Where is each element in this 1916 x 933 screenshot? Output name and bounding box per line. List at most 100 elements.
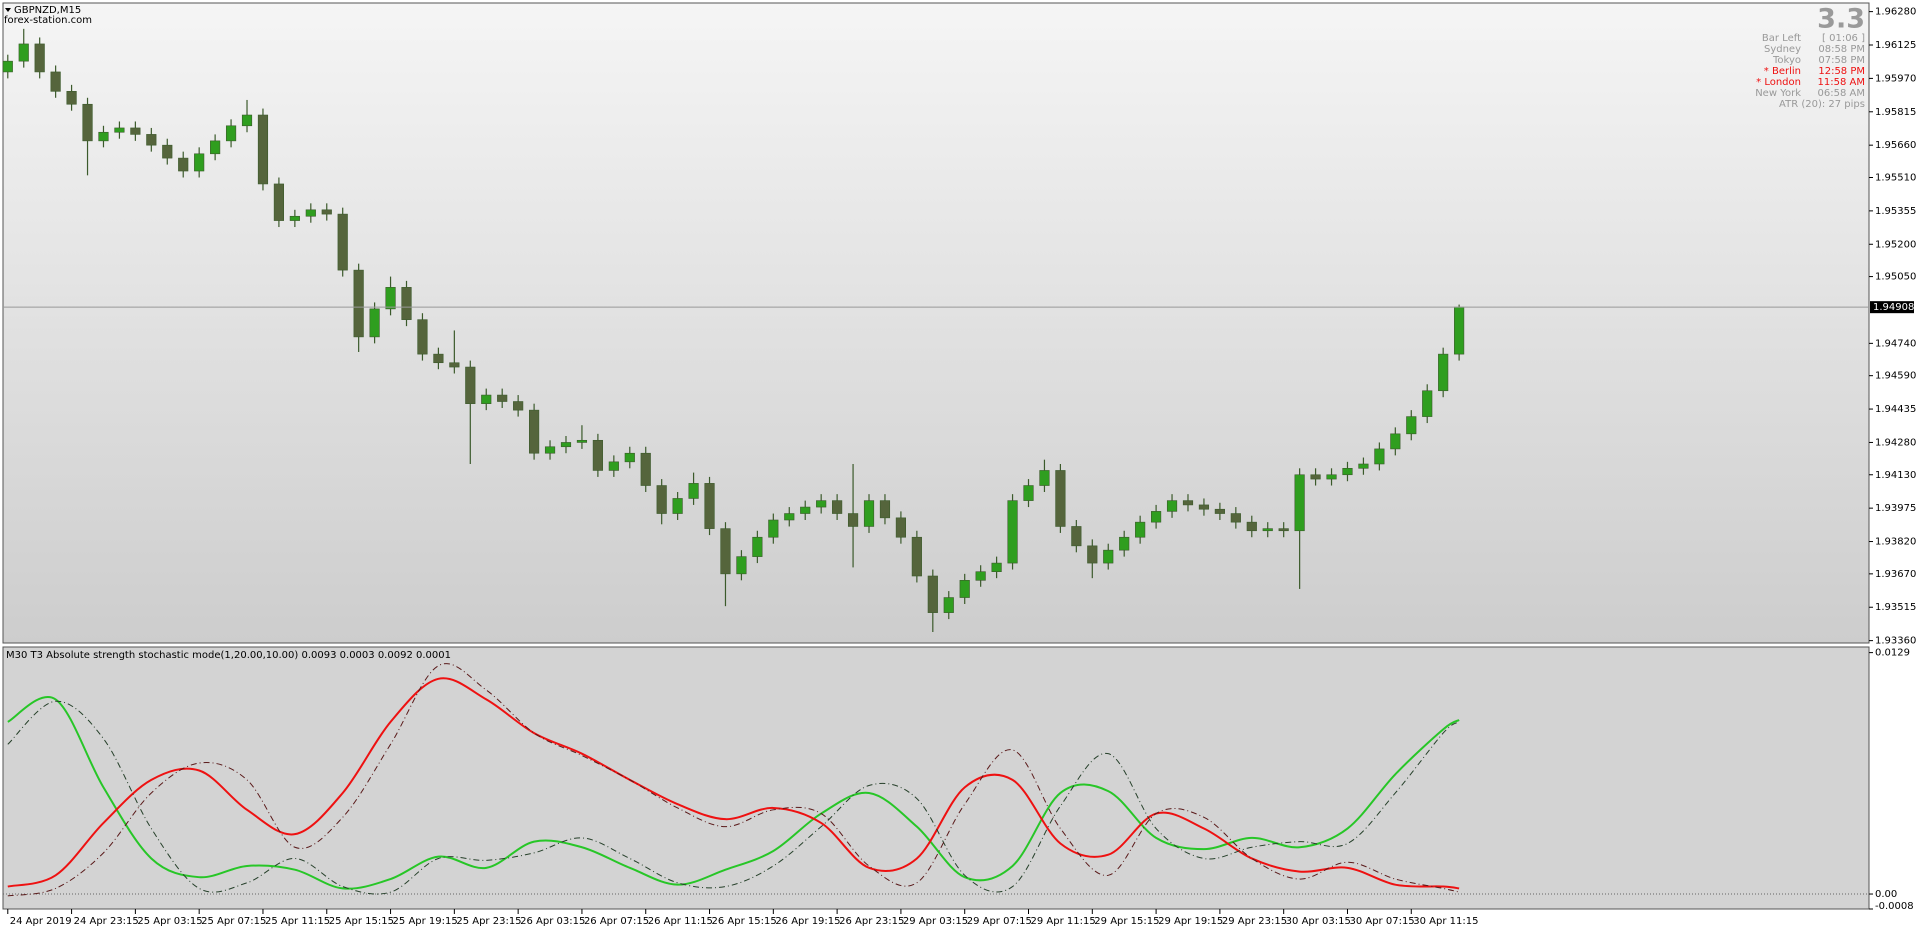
candle-body [847,513,859,527]
y-tick-label: 1.95970 [1875,73,1916,84]
candle-body [768,519,779,538]
info-label: Sydney [1764,44,1801,55]
info-label: New York [1755,88,1801,99]
candle-body [353,269,364,338]
candle-body [800,506,811,514]
candle-body [146,134,157,146]
y-tick-label: 1.93670 [1875,569,1916,580]
candle-body [305,209,316,217]
candle-body [1135,521,1146,538]
candle-body [1182,500,1194,506]
candle-body [720,528,731,575]
info-value: 08:58 PM [1818,44,1865,55]
x-tick-label: 25 Apr 03:15 [137,916,202,927]
indicator-title: M30 T3 Absolute strength stochastic mode… [6,650,451,661]
candle-body [497,394,508,402]
candle-body [18,43,29,62]
info-label: Tokyo [1772,55,1801,66]
candle-body [688,483,699,499]
y-tick-label: 1.96125 [1875,40,1916,51]
candle-body [1294,474,1305,532]
x-tick-label: 29 Apr 11:15 [1031,916,1096,927]
info-label: * Berlin [1764,66,1801,77]
indicator-line [7,677,1460,890]
y-tick-label: 1.95200 [1875,239,1916,250]
candle-body [1374,448,1385,465]
candle-body [736,556,747,575]
candle-body [385,287,396,310]
candle-body [1454,306,1465,355]
candle-body [162,144,173,159]
y-tick-label: 1.95660 [1875,140,1916,151]
candle-body [50,71,61,92]
candle-body [433,353,444,364]
x-tick-label: 25 Apr 15:15 [329,916,394,927]
candle-body [1390,433,1401,450]
candle-body [1278,528,1289,532]
x-tick-label: 29 Apr 07:15 [967,916,1032,927]
x-tick-label: 25 Apr 11:15 [265,916,330,927]
candle-body [98,131,109,142]
candle-body [1310,474,1321,480]
info-value: [ 01:06 ] [1822,33,1865,44]
candle-body [210,140,221,155]
candle-body [449,362,460,368]
candle-body [2,60,13,73]
candle-body [1166,500,1178,512]
x-tick-label: 29 Apr 23:15 [1222,916,1287,927]
y-tick-label: 1.96280 [1875,7,1916,18]
y-tick-label: 0.0129 [1875,648,1910,659]
candle-body [1071,526,1082,547]
y-tick-label: 1.93515 [1875,602,1916,613]
candle-body [895,517,906,538]
candle-body [465,366,476,404]
last-price-label: 1.94908 [1873,302,1914,313]
last-price-box [1870,301,1914,314]
candle-body [1151,511,1162,523]
y-tick-label: 1.94280 [1875,437,1916,448]
candle-body [66,91,77,105]
x-tick-label: 25 Apr 23:15 [456,916,521,927]
x-tick-label: 25 Apr 07:15 [201,916,266,927]
x-tick-label: 26 Apr 19:15 [775,916,840,927]
info-value: 06:58 AM [1818,88,1865,99]
candle-body [529,409,540,454]
indicator-line [7,700,1460,895]
info-value: 07:58 PM [1818,55,1865,66]
candle-body [1198,504,1210,510]
y-tick-label: 1.93820 [1875,537,1916,548]
x-tick-label: 30 Apr 03:15 [1286,916,1351,927]
x-tick-label: 26 Apr 03:15 [520,916,585,927]
candle-body [656,485,667,514]
y-tick-label: 1.95815 [1875,107,1916,118]
candle-body [289,215,300,221]
candle-body [592,439,603,471]
y-tick-label: 1.93975 [1875,503,1916,514]
candle-body [752,536,763,557]
x-tick-label: 26 Apr 15:15 [712,916,777,927]
indicator-panel [2,646,1870,910]
candle-body [130,127,141,135]
x-tick-label: 25 Apr 19:15 [393,916,458,927]
candle-body [194,153,205,172]
y-tick-label: 1.94435 [1875,404,1916,415]
x-tick-label: 26 Apr 07:15 [584,916,649,927]
x-tick-label: 29 Apr 15:15 [1094,916,1159,927]
candle-body [624,452,635,463]
y-tick-label: -0.0008 [1875,901,1914,912]
candle-body [178,157,189,172]
candle-body [816,500,827,508]
candle-body [959,580,970,598]
candle-body [1230,513,1241,523]
y-tick-label: 1.94130 [1875,470,1916,481]
x-tick-label: 29 Apr 19:15 [1158,916,1223,927]
candle-body [1023,485,1034,501]
candle-body [321,209,332,215]
info-value: 12:58 PM [1818,66,1865,77]
menu-arrow[interactable] [5,8,11,12]
symbol-title: GBPNZD,M15 [14,5,81,16]
candle-body [337,213,348,271]
candle-body [481,394,492,404]
candle-body [369,308,380,338]
candle-body [863,500,875,527]
